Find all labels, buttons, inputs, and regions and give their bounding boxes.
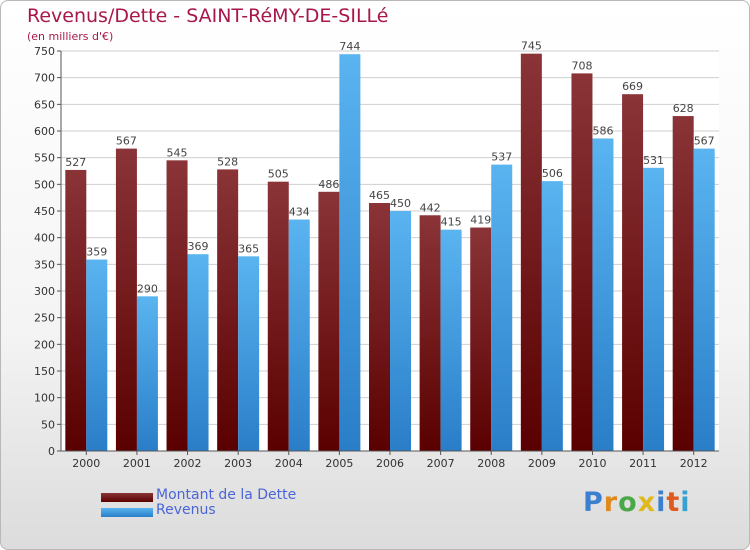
x-tick-label: 2007 xyxy=(427,457,455,470)
x-tick-label: 2003 xyxy=(224,457,252,470)
data-label-revenus: 567 xyxy=(694,135,715,148)
y-tick-label: 50 xyxy=(41,418,55,431)
y-tick-label: 150 xyxy=(34,365,55,378)
bar-dette xyxy=(571,73,593,452)
y-tick-label: 450 xyxy=(34,205,55,218)
legend-swatch-dette xyxy=(101,493,153,502)
x-tick-label: 2004 xyxy=(275,457,303,470)
logo-letter: o xyxy=(618,487,638,518)
legend-label-dette: Montant de la Dette xyxy=(156,487,297,503)
data-label-dette: 528 xyxy=(217,155,238,168)
data-label-dette: 465 xyxy=(369,189,390,202)
data-label-dette: 419 xyxy=(470,214,491,227)
data-label-revenus: 365 xyxy=(238,242,259,255)
data-label-revenus: 434 xyxy=(289,206,310,219)
x-tick-label: 2000 xyxy=(72,457,100,470)
x-tick-label: 2012 xyxy=(680,457,708,470)
bar-dette xyxy=(267,181,289,451)
bar-dette xyxy=(622,94,644,451)
y-tick-label: 100 xyxy=(34,392,55,405)
data-label-revenus: 506 xyxy=(542,167,563,180)
bar-dette xyxy=(115,148,137,451)
x-tick-label: 2006 xyxy=(376,457,404,470)
data-label-revenus: 415 xyxy=(441,216,462,229)
y-tick-label: 550 xyxy=(34,152,55,165)
data-label-dette: 486 xyxy=(318,178,339,191)
bar-dette xyxy=(318,191,340,452)
bar-dette xyxy=(65,169,87,451)
proxiti-logo: Proxiti xyxy=(583,487,691,518)
bar-revenus xyxy=(592,138,614,451)
data-label-revenus: 586 xyxy=(592,124,613,137)
y-tick-label: 500 xyxy=(34,178,55,191)
logo-letter: x xyxy=(637,487,657,518)
y-tick-label: 750 xyxy=(34,45,55,58)
data-label-dette: 708 xyxy=(571,59,592,72)
y-tick-label: 0 xyxy=(48,445,55,458)
data-label-revenus: 537 xyxy=(491,151,512,164)
logo-letter: t xyxy=(666,487,681,518)
data-label-dette: 505 xyxy=(268,168,289,181)
logo-letter: r xyxy=(603,487,619,518)
y-tick-label: 700 xyxy=(34,72,55,85)
logo-letter: i xyxy=(680,487,691,518)
data-label-revenus: 369 xyxy=(188,240,209,253)
data-label-dette: 628 xyxy=(673,102,694,115)
y-tick-label: 300 xyxy=(34,285,55,298)
y-tick-label: 250 xyxy=(34,312,55,325)
data-label-dette: 442 xyxy=(420,201,441,214)
data-label-revenus: 359 xyxy=(86,246,107,259)
bar-dette xyxy=(470,227,492,451)
x-tick-label: 2002 xyxy=(174,457,202,470)
bar-dette xyxy=(369,203,390,451)
data-label-revenus: 450 xyxy=(390,197,411,210)
data-label-dette: 745 xyxy=(521,40,542,53)
bar-revenus xyxy=(643,167,665,452)
x-tick-label: 2008 xyxy=(477,457,505,470)
bar-dette xyxy=(520,53,542,452)
data-label-revenus: 531 xyxy=(643,154,664,167)
x-tick-label: 2010 xyxy=(578,457,606,470)
logo-letter: P xyxy=(583,487,604,518)
bar-revenus xyxy=(491,164,513,451)
data-label-dette: 545 xyxy=(167,146,188,159)
y-tick-label: 350 xyxy=(34,258,55,271)
x-tick-label: 2005 xyxy=(325,457,353,470)
bar-dette xyxy=(672,116,694,452)
x-tick-label: 2011 xyxy=(629,457,657,470)
bar-dette xyxy=(419,215,441,451)
data-label-revenus: 290 xyxy=(137,282,158,295)
x-tick-label: 2001 xyxy=(123,457,151,470)
data-label-dette: 527 xyxy=(65,156,86,169)
legend-label-revenus: Revenus xyxy=(156,502,216,518)
legend-swatch-revenus xyxy=(101,508,153,517)
bar-dette xyxy=(166,160,188,452)
y-tick-label: 600 xyxy=(34,125,55,138)
bar-revenus xyxy=(440,229,462,451)
bar-revenus xyxy=(86,259,108,451)
y-tick-label: 200 xyxy=(34,338,55,351)
bar-revenus xyxy=(238,256,260,451)
logo-letter: i xyxy=(656,487,667,518)
bar-revenus xyxy=(339,54,361,451)
data-label-dette: 669 xyxy=(622,80,643,93)
chart-title: Revenus/Dette - SAINT-RéMY-DE-SILLé xyxy=(27,5,389,27)
y-tick-label: 400 xyxy=(34,232,55,245)
bar-revenus xyxy=(541,181,563,451)
chart-subtitle: (en milliers d'€) xyxy=(27,30,114,43)
bar-revenus xyxy=(187,254,209,451)
bar-revenus xyxy=(390,211,411,451)
bar-dette xyxy=(217,169,239,451)
data-label-dette: 567 xyxy=(116,135,137,148)
y-tick-label: 650 xyxy=(34,98,55,111)
bar-revenus xyxy=(288,219,310,451)
bar-revenus xyxy=(136,296,158,451)
x-tick-label: 2009 xyxy=(528,457,556,470)
data-label-revenus: 744 xyxy=(339,40,360,53)
bar-revenus xyxy=(693,148,715,451)
